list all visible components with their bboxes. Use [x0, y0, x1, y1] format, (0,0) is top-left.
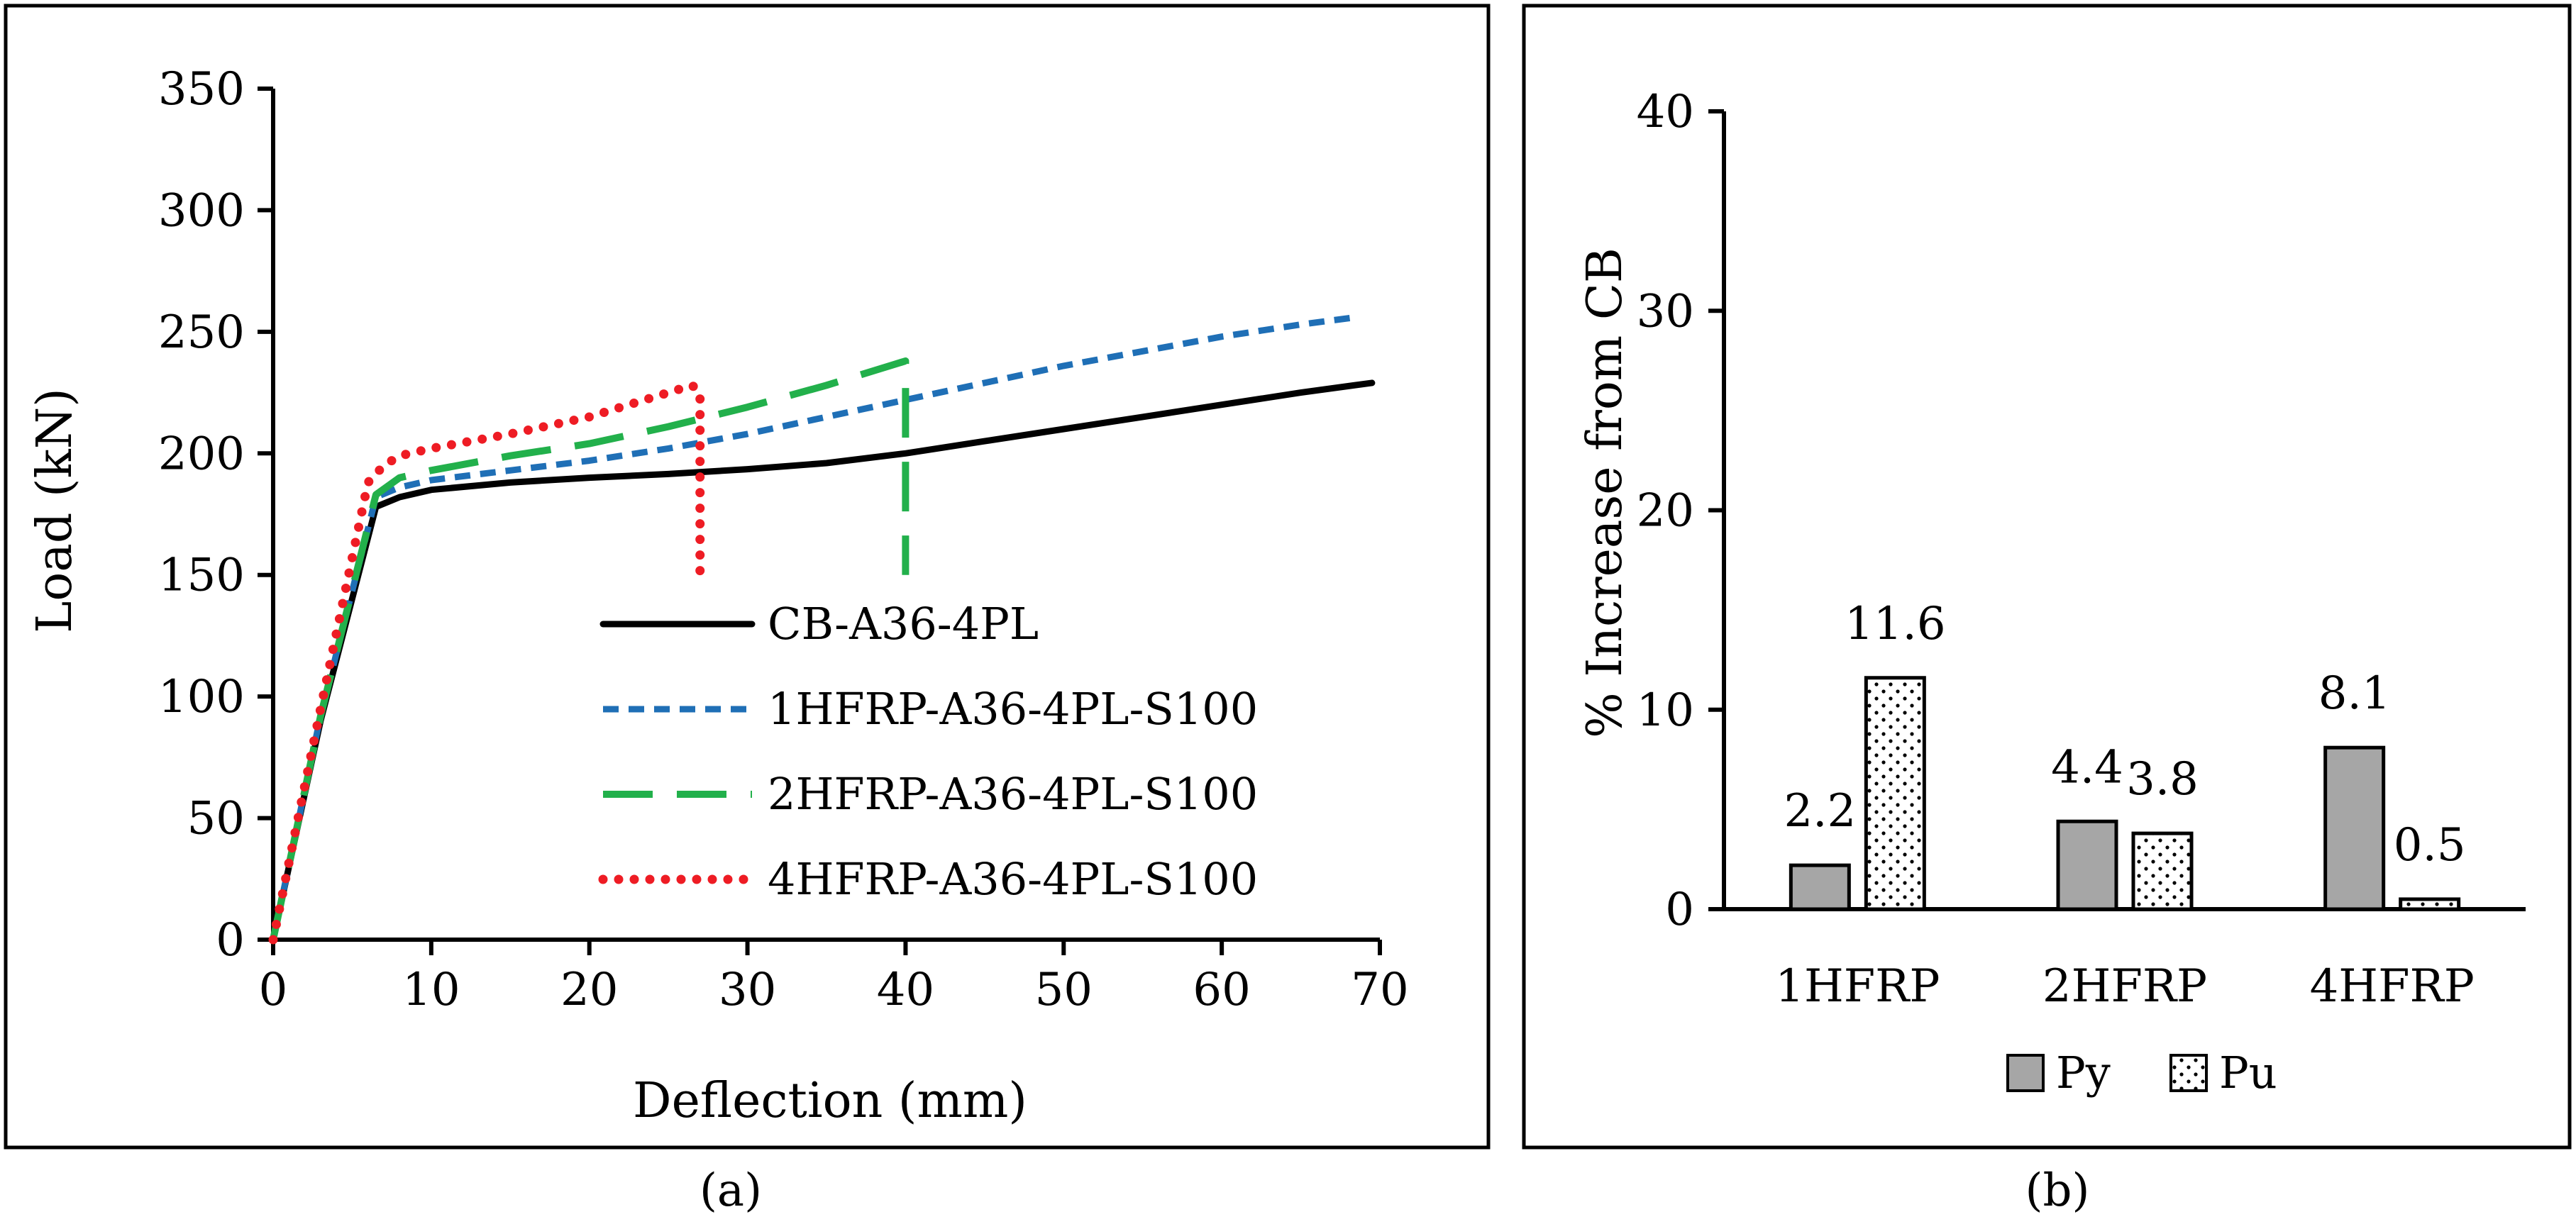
x-tick-label: 70	[1351, 964, 1408, 1016]
line-chart-axes: 0 50 100 150 200 250 300 350 0 10 20 30 40 50 60 70	[158, 63, 1409, 1016]
data-label: 2.2	[1784, 785, 1856, 838]
data-label: 4.4	[2051, 741, 2123, 794]
y-tick-label: 50	[187, 793, 245, 845]
legend-label: 4HFRP-A36-4PL-S100	[768, 853, 1258, 905]
bar-chart-legend: Py Pu	[2006, 1047, 2277, 1099]
x-tick-label: 50	[1035, 964, 1093, 1016]
series-line-1HFRP-A36-4PL-S100	[270, 313, 1357, 940]
y-tick-label: 100	[158, 671, 245, 723]
bar-Py-2HFRP	[2056, 819, 2118, 911]
x-tick-label: 20	[560, 964, 618, 1016]
line-chart-series	[268, 313, 1376, 945]
y-tick-label: 20	[1637, 485, 1694, 538]
x-tick-label: 10	[402, 964, 460, 1016]
bar-chart-bars: 2.2 11.6 4.4 3.8 8.1 0.5	[1784, 598, 2466, 911]
y-tick-label: 250	[158, 306, 245, 359]
data-label: 8.1	[2318, 667, 2391, 720]
data-label: 3.8	[2126, 753, 2199, 806]
y-tick-label: 10	[1637, 684, 1694, 737]
panel-a-frame	[4, 4, 1491, 1150]
y-tick-label: 300	[158, 184, 245, 237]
y-tick-label: 0	[216, 914, 245, 967]
x-tick-label: 60	[1193, 964, 1250, 1016]
y-tick-label: 0	[1665, 884, 1694, 936]
legend-label: Pu	[2219, 1047, 2277, 1099]
series-line-4HFRP-A36-4PL-S100	[268, 380, 705, 945]
legend-label: 2HFRP-A36-4PL-S100	[768, 768, 1258, 820]
series-line-2HFRP-A36-4PL-S100	[270, 357, 910, 941]
data-label: 11.6	[1845, 598, 1946, 650]
data-label: 0.5	[2394, 819, 2466, 872]
series-line-CB-A36-4PL	[270, 379, 1376, 943]
line-chart-legend: CB-A36-4PL 1HFRP-A36-4PL-S100 2HFRP-A36-4P…	[598, 598, 1258, 905]
bar-Pu-2HFRP	[2131, 831, 2194, 911]
y-tick-label: 200	[158, 428, 245, 480]
y-tick-label: 40	[1637, 86, 1694, 138]
bar-Py-4HFRP	[2323, 745, 2386, 911]
legend-swatch-Pu	[2169, 1054, 2208, 1092]
legend-swatch-Py	[2006, 1054, 2045, 1092]
y-axis-title: Load (kN)	[27, 388, 83, 633]
x-tick-label: 0	[259, 964, 288, 1016]
x-category-label: 4HFRP	[2310, 960, 2475, 1013]
y-axis-title: % Increase from CB	[1577, 248, 1633, 738]
y-tick-label: 30	[1637, 285, 1694, 338]
x-category-label: 2HFRP	[2042, 960, 2207, 1013]
panel-b-frame	[1522, 4, 2572, 1150]
bar-Pu-4HFRP	[2399, 897, 2461, 911]
caption-b: (b)	[2025, 1164, 2090, 1217]
bar-Py-1HFRP	[1789, 863, 1851, 911]
legend-label: CB-A36-4PL	[768, 598, 1039, 650]
y-tick-label: 150	[158, 550, 245, 602]
y-tick-label: 350	[158, 63, 245, 116]
x-tick-label: 30	[719, 964, 776, 1016]
caption-a: (a)	[700, 1164, 762, 1217]
legend-label: Py	[2056, 1047, 2111, 1099]
bar-chart-panel: 0 10 20 30 40 1HFRP 2HFRP 4HFRP 2.2 11.6 4.4 3.8 8.…	[1522, 4, 2572, 1150]
line-chart-panel: 0 50 100 150 200 250 300 350 0 10 20 30 40 50 60 70 CB-…	[4, 4, 1491, 1150]
x-tick-label: 40	[877, 964, 934, 1016]
legend-label: 1HFRP-A36-4PL-S100	[768, 683, 1258, 735]
bar-chart-axes: 0 10 20 30 40 1HFRP 2HFRP 4HFRP	[1637, 86, 2526, 1013]
bar-Pu-1HFRP	[1864, 676, 1926, 911]
x-axis-title: Deflection (mm)	[633, 1073, 1027, 1129]
x-category-label: 1HFRP	[1775, 960, 1940, 1013]
